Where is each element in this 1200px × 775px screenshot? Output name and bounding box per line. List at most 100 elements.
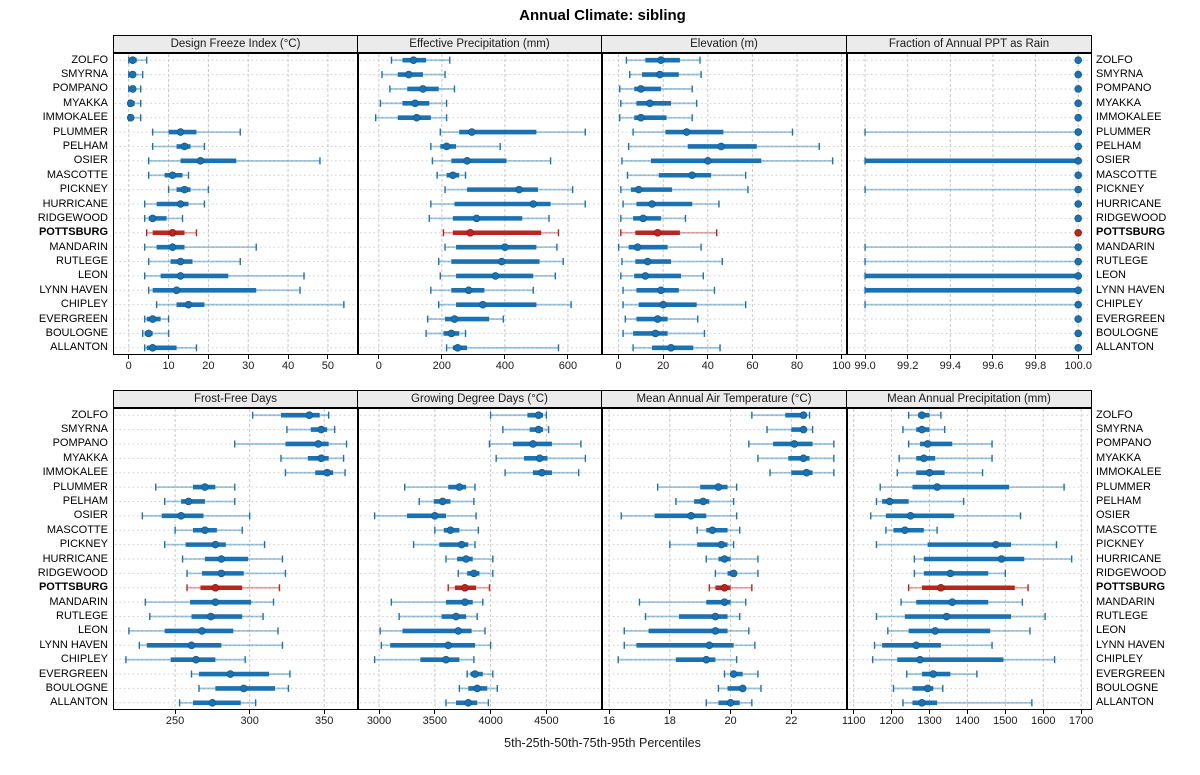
median-dot: [239, 684, 248, 693]
station-label-osier: OSIER: [1096, 154, 1131, 167]
median-dot: [450, 315, 459, 323]
percentile-strip-rutlege: [438, 257, 564, 266]
percentile-strip-pottsburg: [1074, 228, 1083, 237]
x-tick-label: 99.8: [1024, 360, 1047, 372]
station-label-evergreen: EVERGREEN: [1096, 312, 1166, 325]
percentile-strip-smyrna: [502, 425, 550, 434]
percentile-strip-immokalee: [896, 468, 984, 477]
percentile-strip-smyrna: [902, 425, 946, 434]
station-label-hurricane: HURRICANE: [1096, 552, 1162, 565]
station-label-smyrna: SMYRNA: [1096, 68, 1144, 81]
percentile-strip-rutlege: [398, 612, 478, 621]
percentile-strip-hurricane: [181, 555, 284, 563]
percentile-strip-leon: [439, 272, 557, 280]
median-dot: [1074, 200, 1083, 208]
median-dot: [168, 243, 177, 251]
x-tick-mark: [490, 710, 492, 714]
station-label-chipley: CHIPLEY: [60, 653, 108, 666]
median-dot: [462, 555, 470, 563]
x-tick-label: 30: [242, 360, 255, 372]
x-tick-label: 3500: [422, 715, 448, 727]
percentile-strip-ridgewood: [457, 569, 494, 578]
percentile-strip-mascotte: [174, 526, 243, 535]
median-dot: [446, 526, 455, 535]
station-label-immokalee: IMMOKALEE: [1096, 111, 1162, 124]
percentile-strip-mandarin: [617, 243, 702, 251]
median-dot: [1074, 272, 1083, 280]
median-dot: [176, 272, 185, 280]
station-label-hurricane: HURRICANE: [42, 552, 108, 565]
x-tick-label: 40: [701, 360, 714, 372]
x-tick-label: 99.4: [939, 360, 962, 372]
median-dot: [1074, 315, 1083, 323]
median-dot: [885, 497, 894, 506]
median-dot: [637, 85, 645, 93]
percentile-strip-pompano: [619, 85, 693, 93]
median-dot: [461, 598, 469, 606]
station-label-pottsburg: POTTSBURG: [38, 581, 108, 594]
percentile-strip-evergreen: [426, 315, 505, 323]
median-dot: [925, 468, 934, 477]
percentile-strip-lynn-haven: [147, 286, 301, 295]
percentile-strip-pelham: [875, 497, 965, 506]
x-tick-mark: [907, 355, 909, 359]
station-label-rutlege: RUTLEGE: [1096, 255, 1148, 268]
median-dot: [708, 526, 717, 535]
median-dot: [646, 99, 654, 108]
station-label-lynn-haven: LYNN HAVEN: [1096, 638, 1165, 651]
panel-border: [847, 53, 1092, 355]
station-label-zolfo: ZOLFO: [71, 53, 108, 66]
station-label-zolfo: ZOLFO: [1096, 53, 1133, 66]
median-dot: [688, 171, 696, 180]
median-dot: [177, 512, 185, 520]
x-tick-mark: [287, 355, 289, 359]
x-tick-label: 20: [724, 715, 737, 727]
percentile-strip-evergreen: [906, 670, 978, 678]
panel-plot-effective-precipitation-mm: [358, 53, 602, 355]
station-label-leon: LEON: [78, 624, 108, 637]
percentile-strip-smyrna: [286, 425, 336, 434]
station-label-boulogne: BOULOGNE: [1096, 681, 1159, 694]
median-dot: [317, 425, 326, 434]
percentile-strip-boulogne: [622, 329, 706, 338]
station-label-evergreen: EVERGREEN: [38, 667, 108, 680]
panel-plot-mean-annual-precipitation-mm: [847, 408, 1092, 710]
median-dot: [799, 411, 808, 419]
median-dot: [501, 243, 509, 251]
station-label-smyrna: SMYRNA: [60, 423, 108, 436]
percentile-strip-evergreen: [190, 670, 291, 678]
x-tick-label: 22: [785, 715, 798, 727]
median-dot: [1074, 142, 1083, 151]
percentile-strip-allanton: [445, 344, 560, 352]
percentile-strip-ridgewood: [428, 214, 550, 223]
percentile-strip-leon: [143, 272, 305, 280]
station-label-plummer: PLUMMER: [52, 125, 108, 138]
percentile-strip-rutlege: [621, 257, 723, 266]
panel-header-mean-annual-precipitation-mm: Mean Annual Precipitation (mm): [846, 390, 1092, 408]
percentile-strip-leon: [128, 627, 279, 635]
median-dot: [515, 185, 523, 194]
percentile-strip-smyrna: [381, 70, 446, 79]
median-dot: [918, 425, 926, 434]
x-tick-mark: [891, 710, 893, 714]
median-dot: [148, 214, 157, 223]
median-dot: [438, 497, 447, 506]
station-label-ridgewood: RIDGEWOOD: [1096, 566, 1167, 579]
median-dot: [453, 344, 462, 352]
median-dot: [538, 468, 546, 477]
percentile-strip-osier: [864, 157, 1083, 165]
station-label-pompano: POMPANO: [1096, 437, 1152, 450]
percentile-strip-chipley: [438, 300, 572, 309]
median-dot: [187, 641, 196, 650]
median-dot: [937, 583, 945, 592]
percentile-strip-hurricane: [1074, 200, 1083, 208]
median-dot: [1074, 99, 1083, 108]
median-dot: [168, 171, 177, 180]
panel-background: [113, 53, 358, 355]
percentile-strip-chipley: [373, 655, 475, 664]
median-dot: [180, 142, 189, 151]
x-tick-label: 60: [746, 360, 759, 372]
median-dot: [1074, 228, 1083, 237]
median-dot: [1074, 214, 1083, 223]
percentile-strip-zolfo: [128, 56, 148, 64]
